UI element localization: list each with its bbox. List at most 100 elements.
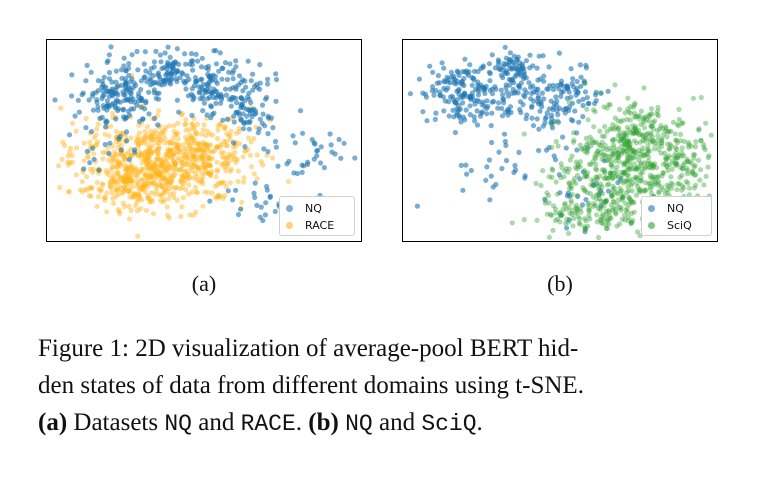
scatter-point-race xyxy=(143,172,149,178)
scatter-point-sciq xyxy=(602,133,608,139)
scatter-point-nq xyxy=(153,48,159,54)
scatter-point-sciq xyxy=(636,147,642,153)
scatter-point-sciq xyxy=(601,176,607,182)
scatter-point-race xyxy=(173,161,179,167)
scatter-point-nq xyxy=(432,116,438,122)
scatter-point-sciq xyxy=(674,140,681,146)
scatter-point-nq xyxy=(446,99,452,105)
scatter-point-race xyxy=(188,156,194,162)
scatter-point-nq xyxy=(236,73,243,79)
scatter-point-race xyxy=(131,193,138,199)
scatter-point-race xyxy=(205,147,211,153)
scatter-point-sciq xyxy=(549,213,555,219)
scatter-point-race xyxy=(144,132,150,138)
scatter-point-sciq xyxy=(610,142,617,148)
scatter-point-nq xyxy=(598,188,604,194)
scatter-point-sciq xyxy=(557,209,563,216)
scatter-point-sciq xyxy=(703,173,709,179)
scatter-point-race xyxy=(162,173,168,179)
scatter-point-sciq xyxy=(610,176,616,182)
scatter-point-sciq xyxy=(608,158,614,164)
scatter-point-race xyxy=(130,183,136,189)
scatter-point-sciq xyxy=(587,134,593,140)
scatter-point-sciq xyxy=(640,132,646,138)
scatter-point-nq xyxy=(241,120,247,126)
scatter-point-nq xyxy=(224,116,231,122)
scatter-point-sciq xyxy=(628,104,634,110)
scatter-point-sciq xyxy=(642,187,648,193)
scatter-point-race xyxy=(172,160,178,166)
scatter-point-sciq xyxy=(593,155,599,162)
scatter-point-sciq xyxy=(658,123,664,129)
scatter-point-sciq xyxy=(616,150,622,156)
scatter-point-sciq xyxy=(645,161,651,167)
scatter-point-race xyxy=(146,174,152,181)
scatter-point-nq xyxy=(502,44,508,50)
scatter-point-race xyxy=(148,190,154,196)
scatter-point-nq xyxy=(135,67,141,73)
scatter-point-sciq xyxy=(692,172,698,178)
scatter-point-nq xyxy=(341,140,347,146)
scatter-point-race xyxy=(166,148,172,154)
scatter-point-nq xyxy=(154,90,160,97)
scatter-point-sciq xyxy=(623,145,629,151)
scatter-point-race xyxy=(180,195,186,201)
scatter-point-race xyxy=(155,131,161,137)
scatter-point-sciq xyxy=(647,161,653,167)
scatter-point-sciq xyxy=(596,142,602,148)
scatter-point-nq xyxy=(94,97,100,103)
scatter-point-nq xyxy=(242,98,248,104)
scatter-point-nq xyxy=(265,113,271,119)
scatter-point-nq xyxy=(480,64,486,70)
scatter-point-race xyxy=(204,128,210,134)
scatter-point-sciq xyxy=(652,161,658,167)
scatter-point-sciq xyxy=(601,216,607,222)
scatter-point-nq xyxy=(487,78,493,84)
scatter-point-nq xyxy=(212,73,218,79)
scatter-point-sciq xyxy=(629,180,635,186)
scatter-point-nq xyxy=(499,67,505,73)
scatter-point-race xyxy=(205,189,211,195)
scatter-point-sciq xyxy=(627,155,633,161)
scatter-point-race xyxy=(251,171,257,177)
scatter-point-nq xyxy=(150,73,156,79)
scatter-point-sciq xyxy=(617,106,623,112)
scatter-point-nq xyxy=(471,114,477,120)
scatter-point-race xyxy=(206,170,212,176)
scatter-point-nq xyxy=(133,82,139,88)
scatter-point-sciq xyxy=(590,182,597,188)
scatter-point-race xyxy=(254,176,260,182)
scatter-point-nq xyxy=(309,137,315,143)
scatter-point-race xyxy=(140,182,146,188)
scatter-point-race xyxy=(170,157,176,163)
scatter-point-race xyxy=(186,182,192,188)
scatter-point-nq xyxy=(265,149,271,155)
scatter-point-sciq xyxy=(603,212,609,218)
scatter-point-race xyxy=(121,189,127,195)
scatter-point-nq xyxy=(558,212,564,219)
scatter-point-race xyxy=(100,182,106,188)
scatter-point-sciq xyxy=(569,211,575,217)
scatter-point-race xyxy=(170,184,176,190)
scatter-point-sciq xyxy=(624,124,630,130)
scatter-point-sciq xyxy=(569,191,575,198)
scatter-point-sciq xyxy=(613,168,619,174)
scatter-point-nq xyxy=(495,62,501,68)
scatter-point-sciq xyxy=(692,152,698,158)
scatter-point-nq xyxy=(563,145,569,151)
scatter-point-nq xyxy=(545,86,551,92)
scatter-point-sciq xyxy=(655,108,661,114)
scatter-point-sciq xyxy=(649,111,655,117)
scatter-point-nq xyxy=(258,204,264,210)
scatter-point-sciq xyxy=(597,128,603,134)
scatter-point-race xyxy=(166,178,172,184)
scatter-point-race xyxy=(208,173,214,179)
scatter-point-race xyxy=(202,189,208,195)
scatter-point-race xyxy=(236,128,242,135)
scatter-point-race xyxy=(149,132,156,138)
scatter-point-race xyxy=(137,186,143,192)
scatter-point-race xyxy=(167,141,174,147)
scatter-point-race xyxy=(95,193,102,200)
scatter-point-nq xyxy=(580,96,586,102)
scatter-point-race xyxy=(216,192,222,198)
